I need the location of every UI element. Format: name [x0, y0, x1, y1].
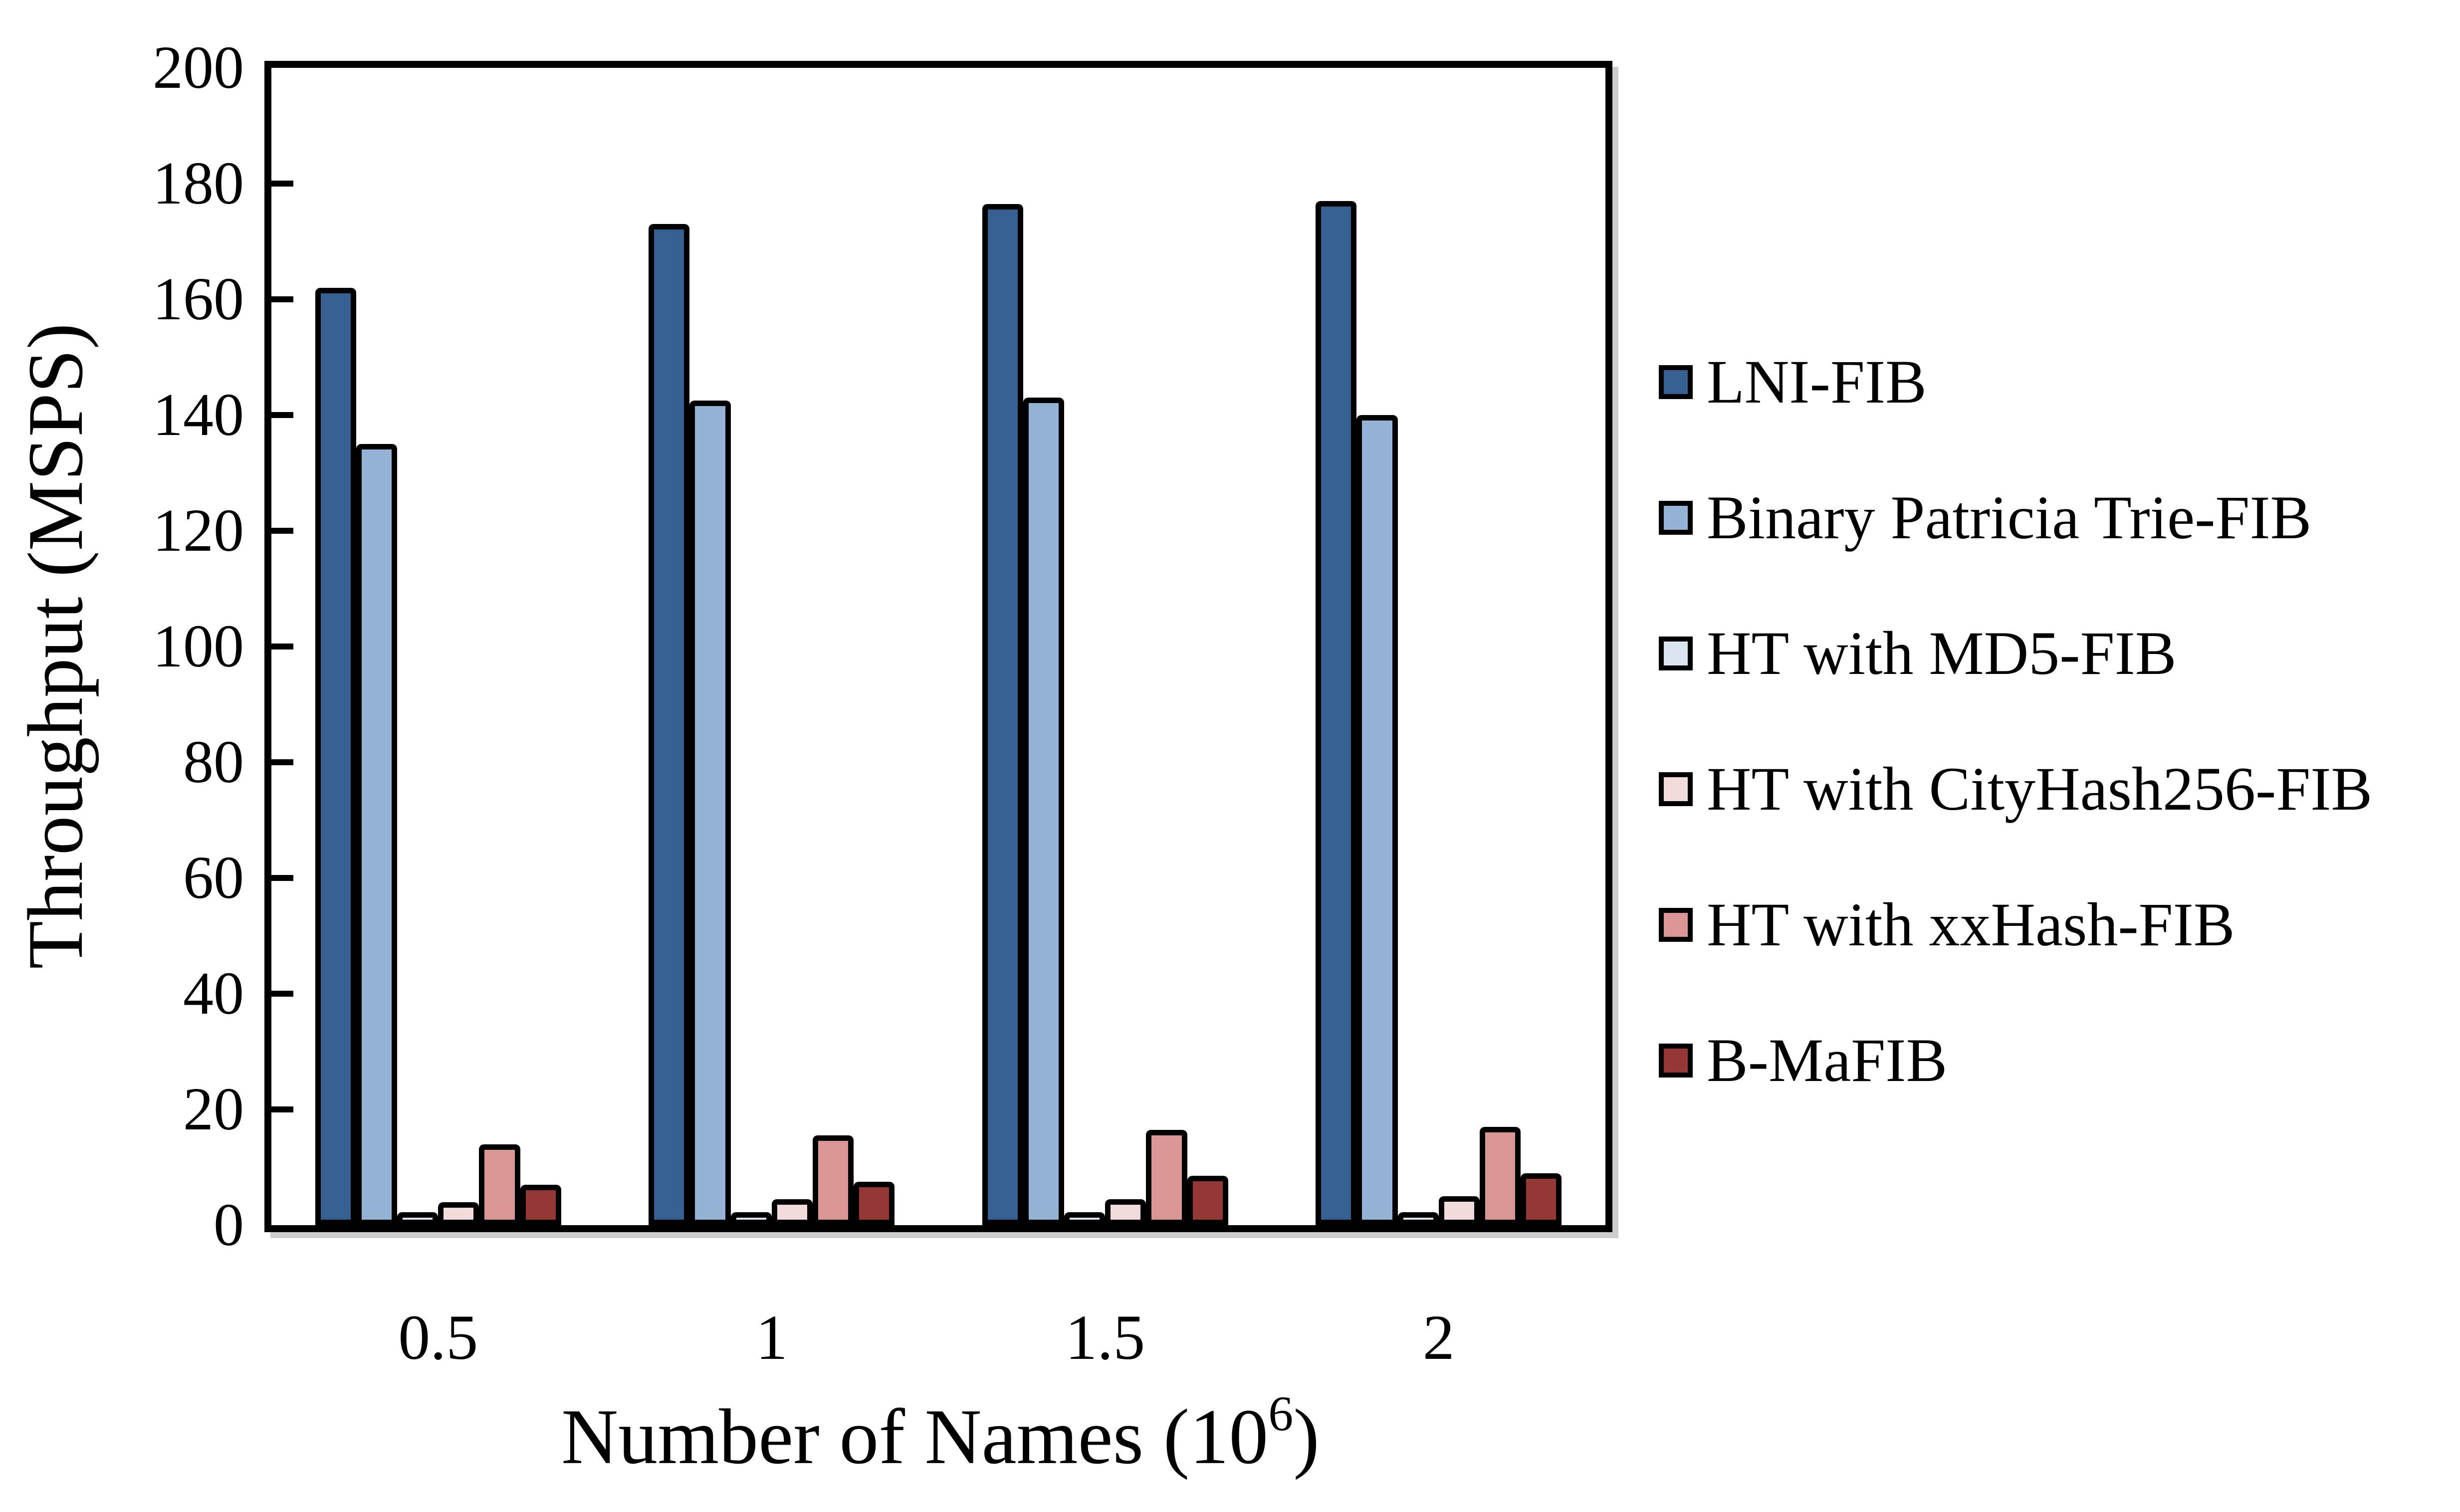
legend-swatch-B-MaFIB — [1659, 1044, 1693, 1078]
bar-LNI-FIB-1.5 — [982, 204, 1023, 1225]
y-tick-60 — [271, 875, 293, 881]
bar-HT with xxHash-FIB-1.5 — [1146, 1129, 1187, 1225]
y-tick-label-40: 40 — [183, 960, 244, 1027]
legend-item-B-MaFIB: B-MaFIB — [1659, 993, 2372, 1128]
legend-item-Binary Patricia Trie-FIB: Binary Patricia Trie-FIB — [1659, 450, 2372, 586]
bar-HT with CityHash256-FIB-2 — [1438, 1196, 1480, 1225]
bar-B-MaFIB-1 — [854, 1182, 895, 1225]
legend-item-HT with MD5-FIB: HT with MD5-FIB — [1659, 586, 2372, 721]
legend-label-Binary Patricia Trie-FIB: Binary Patricia Trie-FIB — [1707, 483, 2312, 552]
bar-B-MaFIB-1.5 — [1187, 1176, 1228, 1225]
bar-HT with CityHash256-FIB-0.5 — [438, 1202, 479, 1225]
bar-LNI-FIB-0.5 — [315, 287, 356, 1225]
bar-HT with CityHash256-FIB-1 — [771, 1199, 813, 1225]
y-tick-label-160: 160 — [153, 265, 244, 333]
legend-label-LNI-FIB: LNI-FIB — [1707, 348, 1927, 416]
legend-swatch-HT with xxHash-FIB — [1659, 908, 1693, 942]
bar-B-MaFIB-0.5 — [520, 1184, 561, 1225]
bar-Binary Patricia Trie-FIB-2 — [1356, 415, 1398, 1225]
y-tick-label-200: 200 — [153, 34, 244, 101]
y-tick-180 — [271, 181, 293, 187]
x-axis-title-close: ) — [1293, 1393, 1320, 1481]
legend-label-B-MaFIB: B-MaFIB — [1707, 1026, 1948, 1094]
y-tick-label-120: 120 — [153, 497, 244, 564]
y-tick-120 — [271, 528, 293, 534]
x-tick-label-0.5: 0.5 — [398, 1302, 478, 1373]
legend-swatch-HT with CityHash256-FIB — [1659, 772, 1693, 806]
legend-item-HT with CityHash256-FIB: HT with CityHash256-FIB — [1659, 721, 2372, 857]
legend-label-HT with xxHash-FIB: HT with xxHash-FIB — [1707, 890, 2235, 959]
x-axis-title-exponent: 6 — [1268, 1386, 1294, 1442]
bar-B-MaFIB-2 — [1521, 1173, 1562, 1225]
y-tick-label-140: 140 — [153, 381, 244, 448]
legend-label-HT with MD5-FIB: HT with MD5-FIB — [1707, 619, 2177, 687]
legend-swatch-Binary Patricia Trie-FIB — [1659, 501, 1693, 535]
y-tick-80 — [271, 759, 293, 765]
bar-HT with xxHash-FIB-1 — [812, 1135, 854, 1225]
y-tick-label-0: 0 — [214, 1191, 244, 1259]
legend: LNI-FIB Binary Patricia Trie-FIB HT with M… — [1659, 314, 2372, 1128]
bar-HT with xxHash-FIB-0.5 — [479, 1144, 520, 1225]
legend-swatch-HT with MD5-FIB — [1659, 637, 1693, 670]
y-tick-label-100: 100 — [153, 613, 244, 680]
bar-HT with CityHash256-FIB-1.5 — [1105, 1199, 1146, 1225]
y-tick-label-60: 60 — [183, 844, 244, 911]
y-tick-label-180: 180 — [153, 150, 244, 217]
y-tick-40 — [271, 991, 293, 997]
y-tick-100 — [271, 644, 293, 649]
x-axis-title: Number of Names (106) — [561, 1386, 1320, 1483]
x-tick-label-1.5: 1.5 — [1065, 1302, 1145, 1373]
legend-item-LNI-FIB: LNI-FIB — [1659, 314, 2372, 450]
bar-LNI-FIB-1 — [649, 224, 690, 1225]
bar-Binary Patricia Trie-FIB-0.5 — [356, 444, 398, 1225]
x-axis-title-text: Number of Names (10 — [561, 1393, 1269, 1481]
bar-HT with MD5-FIB-1.5 — [1064, 1212, 1106, 1225]
bar-HT with xxHash-FIB-2 — [1479, 1126, 1521, 1225]
x-tick-label-1: 1 — [755, 1302, 788, 1373]
bar-Binary Patricia Trie-FIB-1 — [689, 401, 731, 1225]
bar-HT with MD5-FIB-1 — [730, 1212, 772, 1225]
x-tick-label-2: 2 — [1422, 1302, 1455, 1373]
plot-area: 0 20 40 60 80 100 120 140 160 180 200 0.5 1 1.5 2 — [153, 34, 1612, 1373]
legend-item-HT with xxHash-FIB: HT with xxHash-FIB — [1659, 857, 2372, 993]
bar-HT with MD5-FIB-0.5 — [397, 1212, 439, 1225]
bar-HT with MD5-FIB-2 — [1397, 1212, 1439, 1225]
y-tick-label-20: 20 — [183, 1076, 244, 1143]
legend-swatch-LNI-FIB — [1659, 365, 1693, 399]
bar-Binary Patricia Trie-FIB-1.5 — [1023, 398, 1065, 1225]
y-tick-20 — [271, 1106, 293, 1112]
y-tick-160 — [271, 296, 293, 302]
legend-label-HT with CityHash256-FIB: HT with CityHash256-FIB — [1707, 755, 2373, 823]
bar-LNI-FIB-2 — [1316, 201, 1357, 1225]
y-tick-140 — [271, 412, 293, 418]
y-tick-label-80: 80 — [183, 728, 244, 796]
